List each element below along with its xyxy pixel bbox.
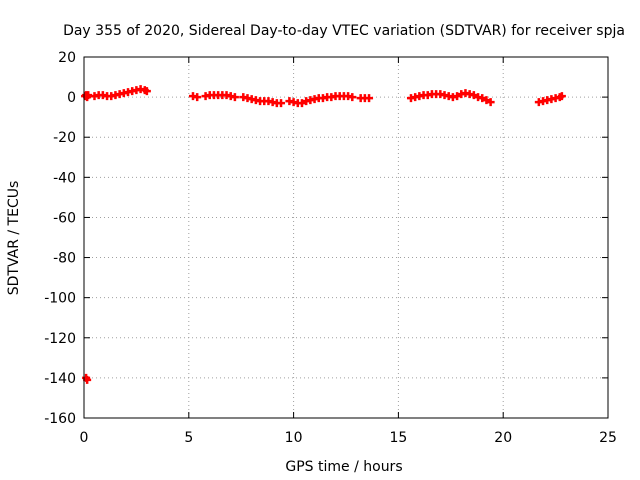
x-tick-label: 25 xyxy=(599,430,617,446)
y-tick-label: -80 xyxy=(53,251,76,267)
x-tick-label: 0 xyxy=(80,430,89,446)
tick-labels: 0 5 10 15 20 25 20 0 -20 -40 -60 -80 -100 -120 -140 -16… xyxy=(44,50,617,446)
x-tick-label: 20 xyxy=(494,430,512,446)
y-tick-label: -100 xyxy=(44,291,76,307)
data-point xyxy=(193,93,202,102)
y-tick-label: 0 xyxy=(67,90,76,106)
data-points xyxy=(81,85,566,384)
data-point xyxy=(469,91,478,100)
y-tick-label: -120 xyxy=(44,331,76,347)
y-tick-label: -160 xyxy=(44,411,76,427)
data-point xyxy=(348,93,357,102)
y-tick-label: -140 xyxy=(44,371,76,387)
x-tick-label: 5 xyxy=(184,430,193,446)
plot-frame xyxy=(83,56,609,419)
data-point xyxy=(486,98,495,107)
data-point xyxy=(482,96,491,105)
grid xyxy=(83,56,609,419)
y-tick-label: -40 xyxy=(53,170,76,186)
x-tick-label: 10 xyxy=(285,430,303,446)
data-point xyxy=(297,99,306,108)
data-point xyxy=(142,87,151,96)
data-point xyxy=(230,93,239,102)
data-point xyxy=(478,94,487,103)
y-axis-label: SDTVAR / TECUs xyxy=(6,181,22,296)
y-tick-label: -20 xyxy=(53,130,76,146)
y-tick-label: 20 xyxy=(58,50,76,66)
data-point xyxy=(365,94,374,103)
data-point xyxy=(277,99,286,108)
x-axis-label: GPS time / hours xyxy=(285,459,402,475)
y-tick-label: -60 xyxy=(53,210,76,226)
x-tick-label: 15 xyxy=(389,430,407,446)
chart-title: Day 355 of 2020, Sidereal Day-to-day VTE… xyxy=(63,23,625,39)
data-point xyxy=(557,92,566,101)
data-point xyxy=(453,92,462,101)
